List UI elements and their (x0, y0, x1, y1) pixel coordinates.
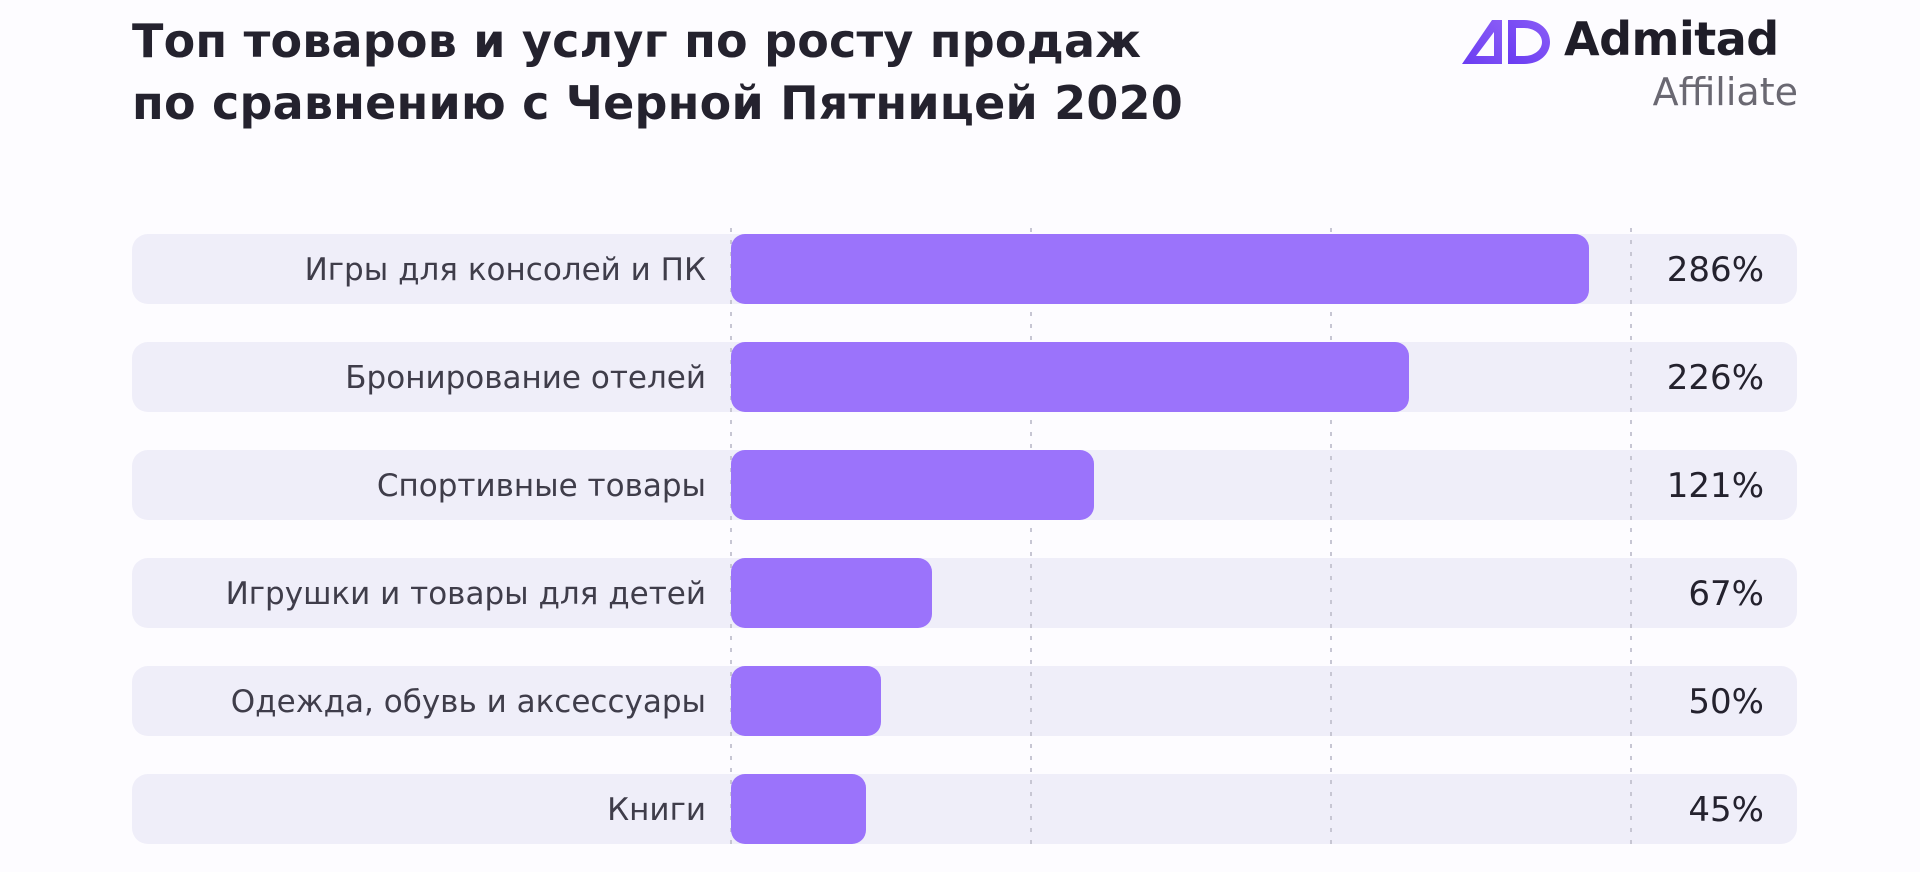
value-label: 50% (1688, 682, 1764, 722)
bar (731, 342, 1409, 412)
page-title: Топ товаров и услуг по росту продаж по с… (132, 10, 1232, 134)
value-label: 45% (1688, 790, 1764, 830)
title-line-2: по сравнению с Черной Пятницей 2020 (132, 76, 1183, 130)
logo-name: Admitad (1564, 12, 1779, 66)
row-background (132, 558, 1797, 628)
category-label: Одежда, обувь и аксессуары (231, 684, 706, 720)
value-label: 226% (1667, 358, 1764, 398)
bar (731, 234, 1589, 304)
row-background (132, 774, 1797, 844)
bar (731, 666, 881, 736)
logo-subtitle: Affiliate (1652, 70, 1798, 114)
brand-logo: Admitad Affiliate (1458, 12, 1798, 124)
admitad-ad-logo-icon (1462, 20, 1550, 64)
value-label: 67% (1688, 574, 1764, 614)
category-label: Бронирование отелей (345, 360, 706, 396)
bar (731, 774, 866, 844)
row-background (132, 666, 1797, 736)
category-label: Игрушки и товары для детей (226, 576, 706, 612)
title-line-1: Топ товаров и услуг по росту продаж (132, 14, 1142, 68)
value-label: 286% (1667, 250, 1764, 290)
category-label: Игры для консолей и ПК (305, 252, 706, 288)
bar (731, 450, 1094, 520)
category-label: Книги (607, 792, 706, 828)
bar (731, 558, 932, 628)
category-label: Спортивные товары (377, 468, 706, 504)
value-label: 121% (1667, 466, 1764, 506)
